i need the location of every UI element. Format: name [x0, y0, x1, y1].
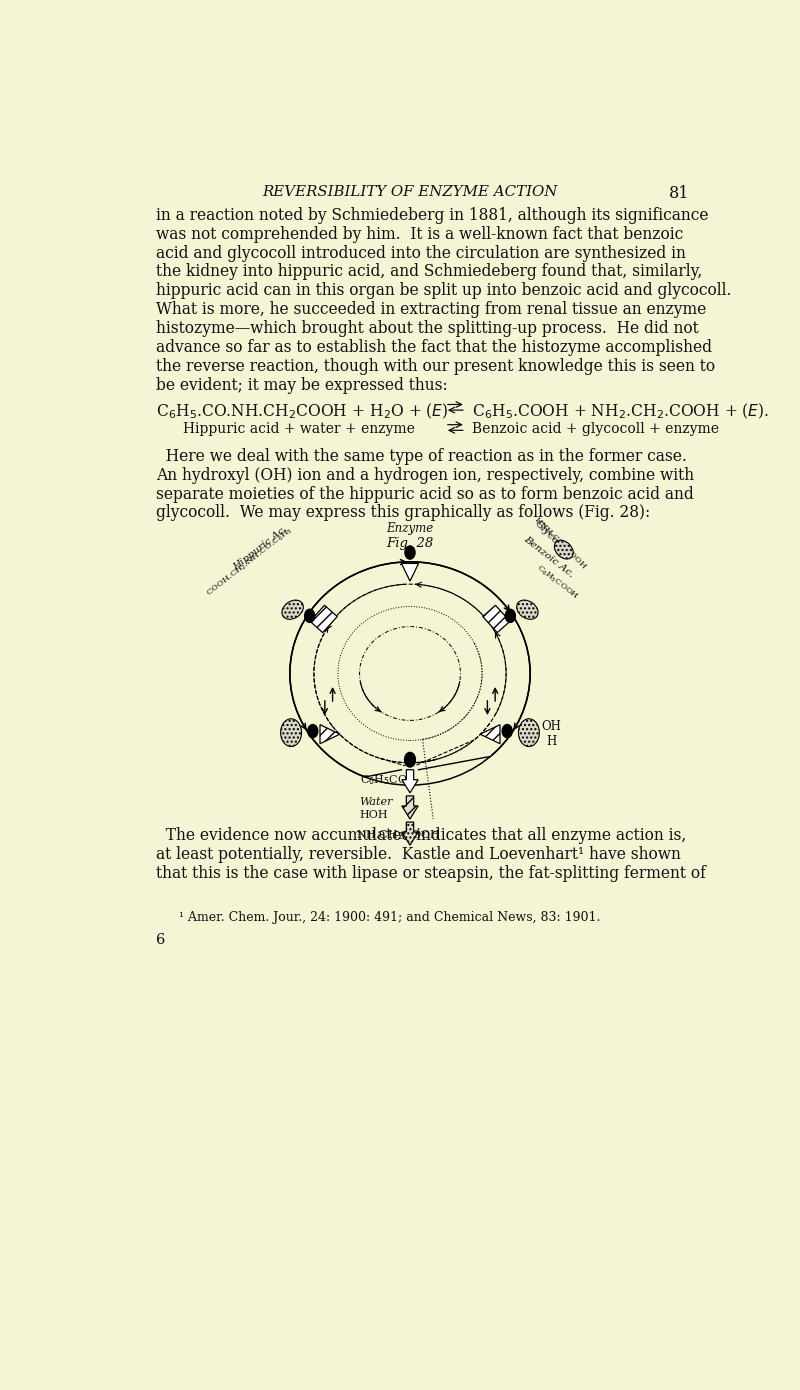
Polygon shape [482, 605, 510, 632]
Text: An hydroxyl (OH) ion and a hydrogen ion, respectively, combine with: An hydroxyl (OH) ion and a hydrogen ion,… [156, 467, 694, 484]
Text: 81: 81 [669, 185, 689, 202]
Polygon shape [402, 563, 418, 581]
Polygon shape [480, 724, 500, 744]
Text: separate moieties of the hippuric acid so as to form benzoic acid and: separate moieties of the hippuric acid s… [156, 485, 694, 503]
Text: the reverse reaction, though with our present knowledge this is seen to: the reverse reaction, though with our pr… [156, 357, 715, 375]
Text: NH.CH$_2$COOH: NH.CH$_2$COOH [356, 828, 440, 842]
Polygon shape [402, 796, 418, 819]
Ellipse shape [517, 600, 538, 620]
Polygon shape [402, 770, 418, 792]
Text: that this is the case with lipase or steapsin, the fat-splitting ferment of: that this is the case with lipase or ste… [156, 865, 706, 883]
Ellipse shape [405, 546, 415, 559]
Text: acid and glycocoll introduced into the circulation are synthesized in: acid and glycocoll introduced into the c… [156, 245, 686, 261]
Text: The evidence now accumulated indicates that all enzyme action is,: The evidence now accumulated indicates t… [156, 827, 686, 845]
Text: Glycocoll: Glycocoll [532, 518, 573, 559]
Text: in a reaction noted by Schmiedeberg in 1881, although its significance: in a reaction noted by Schmiedeberg in 1… [156, 207, 708, 224]
Polygon shape [310, 605, 338, 632]
Text: C$_6$H$_5$.CO.NH.CH$_2$COOH + H$_2$O + ($E$): C$_6$H$_5$.CO.NH.CH$_2$COOH + H$_2$O + (… [156, 402, 448, 421]
Text: H: H [546, 735, 556, 748]
Ellipse shape [281, 719, 302, 746]
Text: Here we deal with the same type of reaction as in the former case.: Here we deal with the same type of react… [156, 448, 686, 464]
Polygon shape [320, 724, 340, 744]
Polygon shape [402, 821, 418, 845]
Text: Enzyme: Enzyme [386, 521, 434, 535]
Text: Benzoic acid + glycocoll + enzyme: Benzoic acid + glycocoll + enzyme [472, 423, 719, 436]
Text: Water: Water [360, 798, 393, 808]
Text: HNH.CH$_2$COOH: HNH.CH$_2$COOH [531, 514, 589, 573]
Text: What is more, he succeeded in extracting from renal tissue an enzyme: What is more, he succeeded in extracting… [156, 302, 706, 318]
Text: HOH: HOH [360, 810, 388, 820]
Text: Hippuric acid + water + enzyme: Hippuric acid + water + enzyme [183, 423, 414, 436]
Text: C$_6$H$_5$COOH: C$_6$H$_5$COOH [534, 563, 580, 602]
Text: hippuric acid can in this organ be split up into benzoic acid and glycocoll.: hippuric acid can in this organ be split… [156, 282, 731, 299]
Text: at least potentially, reversible.  Kastle and Loevenhart¹ have shown: at least potentially, reversible. Kastle… [156, 847, 681, 863]
Text: glycocoll.  We may express this graphically as follows (Fig. 28):: glycocoll. We may express this graphical… [156, 505, 650, 521]
Ellipse shape [308, 724, 318, 738]
Text: OH: OH [542, 720, 561, 733]
Ellipse shape [506, 609, 515, 623]
Text: COOH.CH$_2$.NH.CO.C$_6$H$_5$: COOH.CH$_2$.NH.CO.C$_6$H$_5$ [205, 525, 295, 599]
Text: Hippuric Ac.: Hippuric Ac. [231, 524, 289, 571]
Ellipse shape [405, 752, 415, 767]
Text: be evident; it may be expressed thus:: be evident; it may be expressed thus: [156, 377, 447, 393]
Text: was not comprehended by him.  It is a well-known fact that benzoic: was not comprehended by him. It is a wel… [156, 225, 683, 243]
Ellipse shape [282, 600, 303, 620]
Text: ¹ Amer. Chem. Jour., 24: 1900: 491; and Chemical News, 83: 1901.: ¹ Amer. Chem. Jour., 24: 1900: 491; and … [179, 910, 601, 924]
Ellipse shape [502, 724, 512, 738]
Text: C$_6$H$_5$CO: C$_6$H$_5$CO [360, 773, 407, 787]
Text: REVERSIBILITY OF ENZYME ACTION: REVERSIBILITY OF ENZYME ACTION [262, 185, 558, 199]
Ellipse shape [305, 609, 314, 623]
Text: the kidney into hippuric acid, and Schmiedeberg found that, similarly,: the kidney into hippuric acid, and Schmi… [156, 264, 702, 281]
Ellipse shape [554, 541, 574, 559]
Text: histozyme—which brought about the splitting-up process.  He did not: histozyme—which brought about the splitt… [156, 320, 698, 336]
Text: C$_6$H$_5$.COOH + NH$_2$.CH$_2$.COOH + ($E$).: C$_6$H$_5$.COOH + NH$_2$.CH$_2$.COOH + (… [472, 402, 770, 421]
Text: Benzoic Ac.: Benzoic Ac. [522, 534, 576, 578]
Ellipse shape [518, 719, 539, 746]
Text: 6: 6 [156, 933, 165, 947]
Text: Fig. 28: Fig. 28 [386, 537, 434, 550]
Text: advance so far as to establish the fact that the histozyme accomplished: advance so far as to establish the fact … [156, 339, 712, 356]
